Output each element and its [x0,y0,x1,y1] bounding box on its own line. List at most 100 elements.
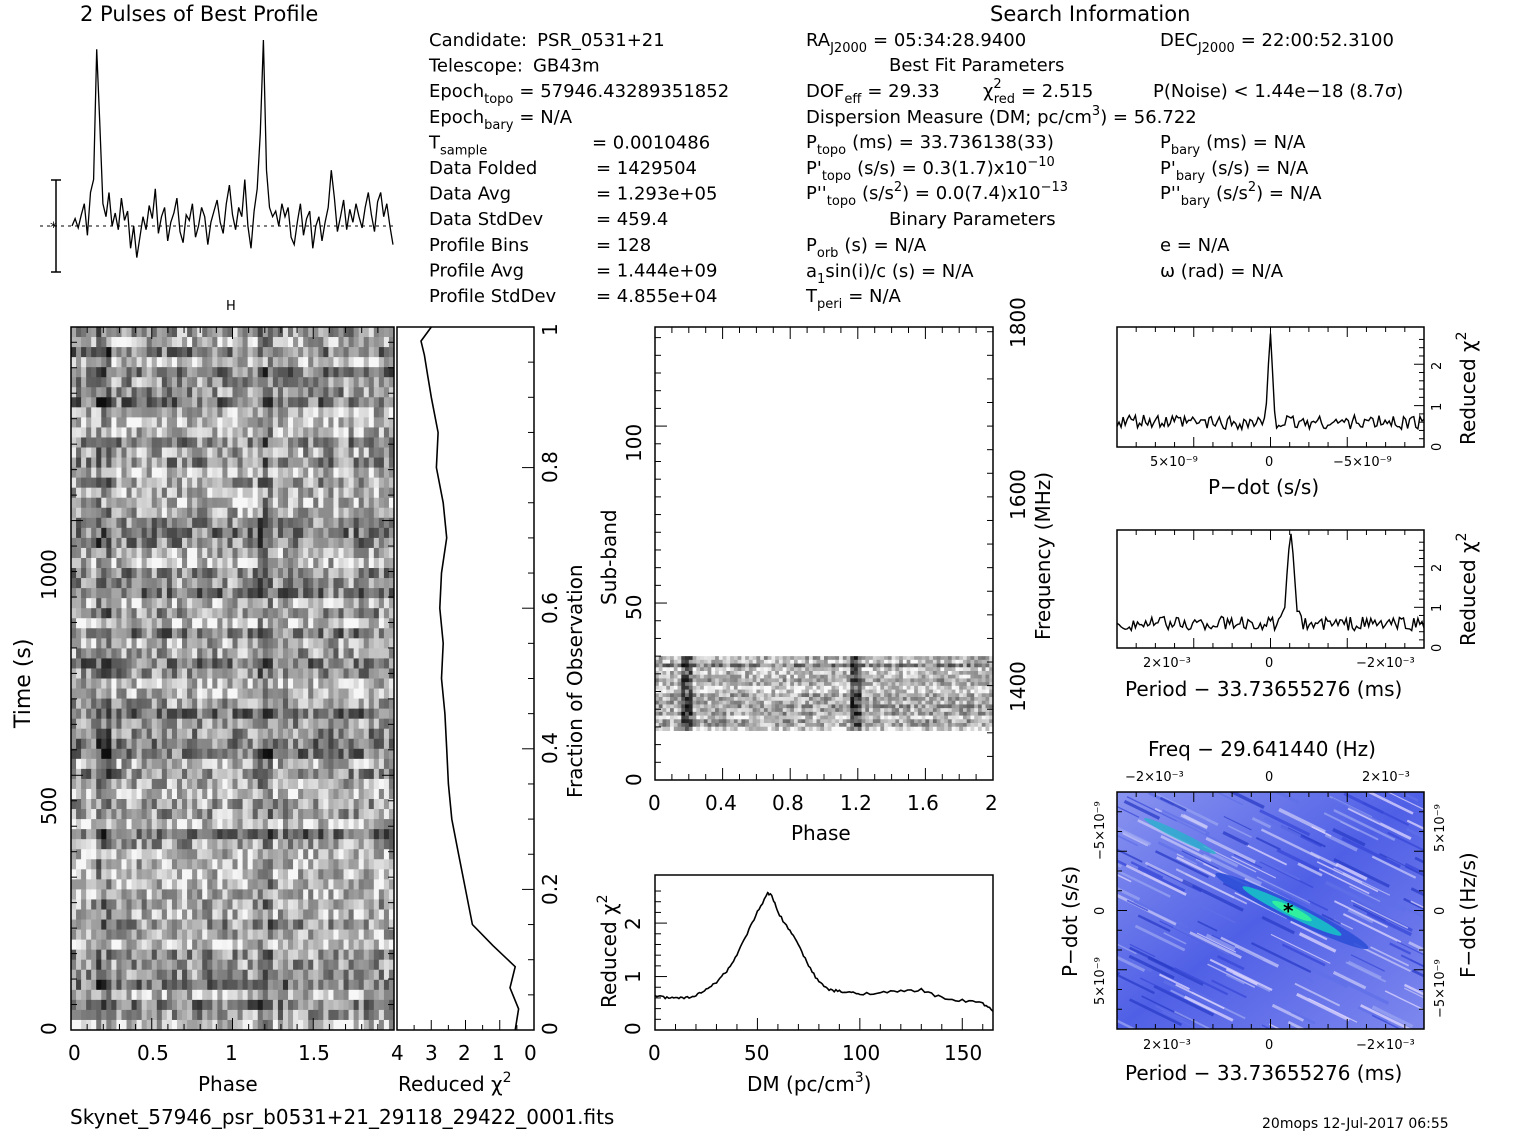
time-phase-cell [136,608,143,619]
time-phase-cell [373,738,380,750]
time-phase-cell [318,839,324,850]
time-phase-cell [111,718,118,730]
subband-cell [951,656,956,661]
subband-cell [974,659,979,665]
time-phase-cell [353,547,360,559]
time-phase-cell [313,728,319,740]
info-label: Profile Avg = 1.444e+09 [429,260,717,281]
time-phase-cell [171,357,178,368]
time-phase-cell [358,829,365,840]
time-phase-cell [141,678,148,690]
time-phase-cell [182,547,188,559]
time-phase-cell [378,698,385,710]
time-phase-cell [81,899,87,911]
time-phase-cell [151,799,158,810]
time-phase-cell [207,979,213,991]
time-phase-cell [121,919,128,931]
time-phase-cell [308,909,314,921]
time-phase-cell [161,738,168,750]
subband-cell [715,663,720,668]
time-phase-cell [348,939,355,951]
time-phase-cell [222,377,229,388]
subband-cell [929,656,934,661]
time-phase-cell [182,1009,188,1021]
time-phase-cell [257,578,264,589]
subband-cell [786,659,791,665]
subband-cell [808,656,814,661]
time-phase-cell [96,557,102,569]
time-phase-cell [288,1019,294,1030]
time-phase-cell [217,869,224,880]
time-phase-cell [227,367,234,378]
time-phase-cell [202,327,208,338]
time-phase-cell [262,638,269,649]
time-phase-cell [267,1019,274,1030]
time-phase-cell [86,768,92,780]
subband-cell [703,663,709,668]
time-phase-cell [136,919,143,931]
time-phase-cell [131,407,138,418]
time-phase-cell [131,748,138,760]
time-phase-cell [388,758,394,770]
time-phase-cell [101,347,107,358]
time-phase-cell [333,427,340,439]
time-phase-cell [232,447,239,459]
time-phase-cell [86,859,92,870]
time-phase-cell [212,959,218,971]
time-phase-cell [338,768,345,780]
time-phase-cell [333,829,340,840]
time-phase-cell [318,678,324,690]
time-phase-cell [212,427,218,439]
time-phase-cell [91,909,97,921]
time-phase-cell [187,829,193,840]
time-phase-cell [358,1009,365,1021]
time-phase-cell [308,578,314,589]
time-phase-cell [187,698,193,710]
time-phase-cell [146,608,153,619]
time-phase-cell [192,819,198,830]
time-phase-cell [121,658,128,670]
time-phase-cell [161,979,168,991]
time-phase-cell [318,477,324,489]
time-phase-cell [343,608,350,619]
time-phase-cell [247,327,254,338]
time-phase-cell [182,959,188,971]
time-phase-cell [207,758,213,770]
time-phase-cell [323,648,329,660]
time-phase-cell [176,628,183,639]
time-phase-cell [313,337,319,348]
time-phase-cell [151,949,158,961]
time-phase-cell [298,497,304,509]
time-phase-cell [76,979,82,991]
time-phase-cell [282,588,289,599]
time-phase-cell [353,397,360,408]
time-phase-cell [156,728,163,740]
time-phase-cell [277,969,284,981]
time-phase-cell [86,728,92,740]
time-phase-cell [141,668,148,680]
time-phase-cell [368,1009,375,1021]
subband-cell [655,659,660,665]
time-phase-cell [333,989,340,1001]
time-phase-cell [363,839,370,850]
time-phase-cell [106,327,112,338]
time-phase-cell [247,487,254,499]
time-phase-cell [176,819,183,830]
time-phase-cell [131,758,138,770]
subband-cell [880,663,885,668]
time-phase-cell [257,1019,264,1030]
time-phase-cell [121,959,128,971]
time-phase-cell [368,437,375,449]
time-phase-cell [272,889,279,901]
time-phase-cell [277,497,284,509]
time-phase-cell [197,728,203,740]
time-phase-cell [277,989,284,1001]
time-phase-cell [358,367,365,378]
time-phase-cell [242,678,249,690]
time-phase-cell [257,487,264,499]
time-phase-cell [252,568,259,579]
time-phase-cell [338,778,345,790]
time-phase-cell [171,557,178,569]
time-phase-cell [146,859,153,870]
time-phase-cell [247,367,254,378]
